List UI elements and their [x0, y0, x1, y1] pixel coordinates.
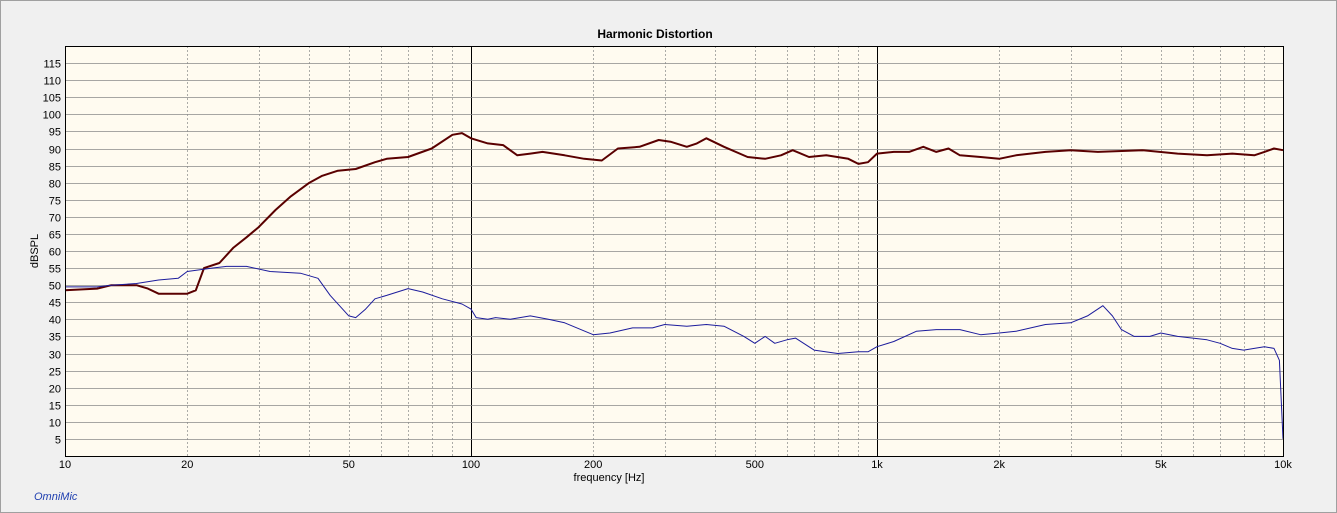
y-tick-label: 85 — [49, 162, 61, 174]
x-tick-label: 10 — [59, 459, 71, 471]
y-tick-label: 105 — [43, 93, 61, 105]
x-axis-label: frequency [Hz] — [574, 472, 645, 484]
y-tick-label: 75 — [49, 196, 61, 208]
y-axis-label: dBSPL — [29, 234, 41, 268]
chart-title: Harmonic Distortion — [597, 27, 712, 41]
y-tick-label: 45 — [49, 298, 61, 310]
y-tick-label: 90 — [49, 145, 61, 157]
y-tick-label: 5 — [55, 435, 61, 447]
y-tick-label: 110 — [43, 76, 61, 88]
series-lines — [64, 132, 1284, 439]
y-tick-label: 55 — [49, 264, 61, 276]
series-line-distortion — [65, 265, 1284, 439]
y-tick-label: 115 — [43, 59, 61, 71]
x-tick-label: 1k — [871, 459, 883, 471]
y-tick-label: 95 — [49, 127, 61, 139]
y-tick-label: 35 — [49, 332, 61, 344]
major-grid — [65, 63, 1283, 440]
x-tick-label: 2k — [993, 459, 1005, 471]
y-tick-label: 10 — [49, 418, 61, 430]
x-tick-label: 10k — [1274, 459, 1292, 471]
y-tick-label: 70 — [49, 213, 61, 225]
x-tick-label: 5k — [1155, 459, 1167, 471]
series-line-fundamental — [64, 132, 1284, 295]
omnimic-brand-label: OmniMic — [34, 491, 78, 503]
y-tick-label: 40 — [49, 315, 61, 327]
x-tick-label: 500 — [746, 459, 764, 471]
plot-area — [65, 46, 1283, 456]
x-tick-label: 20 — [181, 459, 193, 471]
y-tick-label: 30 — [49, 350, 61, 362]
y-tick-label: 60 — [49, 247, 61, 259]
y-axis-tick-labels: 5 10 15 20 25 30 35 40 45 50 55 60 65 70 75 80 85 90 95 100… — [43, 59, 61, 447]
x-axis-tick-labels: 10 20 50 100 200 500 1k 2k 5k 10k — [59, 459, 1292, 471]
plot-border — [65, 46, 1284, 457]
y-tick-label: 50 — [49, 281, 61, 293]
y-tick-label: 20 — [49, 384, 61, 396]
x-tick-label: 200 — [584, 459, 602, 471]
x-tick-label: 50 — [343, 459, 355, 471]
y-tick-label: 25 — [49, 367, 61, 379]
y-tick-label: 15 — [49, 401, 61, 413]
y-tick-label: 65 — [49, 230, 61, 242]
x-tick-label: 100 — [462, 459, 480, 471]
y-tick-label: 80 — [49, 179, 61, 191]
y-tick-label: 100 — [43, 110, 61, 122]
